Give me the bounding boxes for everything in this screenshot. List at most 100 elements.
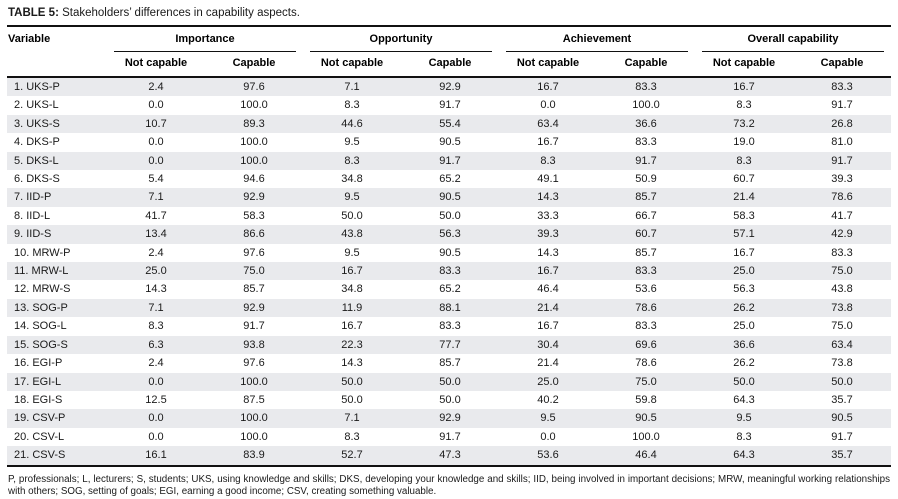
row-value: 0.0 — [148, 99, 164, 112]
row-value: 9.5 — [344, 246, 360, 259]
row-value: 0.0 — [540, 99, 556, 112]
table-row: 5. DKS-L 0.0 100.0 8.3 91.7 8.3 91.7 8.3… — [7, 151, 891, 171]
row-value: 73.2 — [733, 117, 755, 130]
row-value: 73.8 — [831, 301, 853, 314]
row-value: 63.4 — [537, 117, 559, 130]
row-value: 65.2 — [439, 173, 461, 186]
row-value: 81.0 — [831, 136, 853, 149]
column-header-variable: Variable — [7, 27, 107, 78]
group-header-importance: Importance — [107, 27, 303, 52]
table-row: 2. UKS-L 0.0 100.0 8.3 91.7 0.0 100.0 8.… — [7, 96, 891, 114]
row-value: 44.6 — [341, 117, 363, 130]
row-value: 2.4 — [148, 81, 164, 93]
table-row: 12. MRW-S 14.3 85.7 34.8 65.2 46.4 53.6 … — [7, 280, 891, 298]
row-value: 16.7 — [537, 320, 559, 333]
row-value: 52.7 — [303, 446, 401, 467]
row-value: 50.0 — [831, 375, 853, 388]
row-variable: 17. EGI-L — [14, 375, 62, 388]
row-value: 100.0 — [632, 99, 660, 112]
subheader-overall-not-capable: Not capable — [695, 52, 793, 78]
row-value: 91.7 — [831, 430, 853, 443]
row-value: 26.2 — [733, 357, 755, 370]
row-value: 47.3 — [401, 446, 499, 467]
row-value: 16.7 — [341, 265, 363, 278]
row-value: 21.4 — [733, 191, 755, 204]
row-value: 0.0 — [540, 430, 556, 443]
row-value: 92.9 — [439, 81, 461, 93]
row-value: 85.7 — [243, 283, 265, 296]
row-value: 58.3 — [243, 209, 265, 222]
row-value: 41.7 — [831, 209, 853, 222]
row-value: 90.5 — [831, 412, 853, 425]
row-value: 55.4 — [439, 117, 461, 130]
row-value: 12.5 — [145, 393, 167, 406]
row-value: 10.7 — [145, 117, 167, 130]
row-variable: 10. MRW-P — [14, 246, 71, 259]
row-value: 7.1 — [344, 412, 360, 425]
row-value: 49.1 — [537, 173, 559, 186]
row-value: 46.4 — [537, 283, 559, 296]
table-row: 1. UKS-P 2.4 97.6 7.1 92.9 16.7 83.3 16.… — [7, 77, 891, 97]
row-value: 16.7 — [537, 136, 559, 149]
row-value: 50.0 — [439, 209, 461, 222]
row-value: 41.7 — [145, 209, 167, 222]
row-variable: 4. DKS-P — [14, 136, 60, 149]
group-header-opportunity-label: Opportunity — [310, 33, 492, 52]
row-value: 16.7 — [537, 265, 559, 278]
row-value: 66.7 — [635, 209, 657, 222]
row-value: 91.7 — [831, 99, 853, 112]
row-value: 7.1 — [148, 191, 164, 204]
row-value: 30.4 — [537, 338, 559, 351]
group-header-overall-capability: Overall capability — [695, 27, 891, 52]
row-value: 8.3 — [736, 99, 752, 112]
row-value: 36.6 — [635, 117, 657, 130]
table-row: 7. IID-P 7.1 92.9 9.5 90.5 14.3 85.7 21.… — [7, 188, 891, 207]
row-value: 65.2 — [439, 283, 461, 296]
row-value: 0.0 — [148, 430, 164, 443]
row-value: 33.3 — [537, 209, 559, 222]
row-value: 53.6 — [499, 446, 597, 467]
row-value: 0.0 — [148, 136, 164, 149]
row-variable: 9. IID-S — [14, 228, 52, 241]
subheader-importance-capable: Capable — [205, 52, 303, 78]
row-value: 100.0 — [632, 430, 660, 443]
row-value: 50.0 — [439, 375, 461, 388]
row-value: 8.3 — [736, 430, 752, 443]
subheader-overall-capable: Capable — [793, 52, 891, 78]
group-header-row: Variable Importance Opportunity Achievem… — [7, 27, 891, 78]
capability-table: Variable Importance Opportunity Achievem… — [7, 27, 891, 467]
group-header-overall-capability-label: Overall capability — [702, 33, 884, 52]
row-value: 78.6 — [635, 357, 657, 370]
row-value: 94.6 — [243, 173, 265, 186]
row-value: 88.1 — [439, 301, 461, 314]
group-header-opportunity: Opportunity — [303, 27, 499, 52]
row-value: 16.7 — [537, 81, 559, 93]
sub-header-row: Not capable Capable Not capable Capable … — [7, 52, 891, 78]
row-value: 34.8 — [341, 283, 363, 296]
row-value: 35.7 — [793, 446, 891, 467]
row-value: 85.7 — [635, 191, 657, 204]
row-value: 6.3 — [148, 338, 164, 351]
table-row: 6. DKS-S 5.4 94.6 34.8 65.2 49.1 50.9 60… — [7, 170, 891, 188]
row-value: 83.3 — [635, 265, 657, 278]
row-value: 21.4 — [537, 357, 559, 370]
row-value: 93.8 — [243, 338, 265, 351]
table-row: 20. CSV-L 0.0 100.0 8.3 91.7 0.0 100.0 8… — [7, 428, 891, 446]
row-value: 86.6 — [243, 228, 265, 241]
row-value: 56.3 — [733, 283, 755, 296]
row-value: 43.8 — [831, 283, 853, 296]
row-value: 75.0 — [243, 265, 265, 278]
row-value: 97.6 — [243, 246, 265, 259]
row-value: 25.0 — [733, 320, 755, 333]
group-header-achievement-label: Achievement — [506, 33, 688, 52]
row-variable: 15. SOG-S — [14, 338, 68, 351]
row-value: 46.4 — [597, 446, 695, 467]
row-value: 9.5 — [540, 412, 556, 425]
row-value: 83.3 — [439, 320, 461, 333]
table-header: Variable Importance Opportunity Achievem… — [7, 27, 891, 78]
table-row: 18. EGI-S 12.5 87.5 50.0 50.0 40.2 59.8 … — [7, 391, 891, 409]
row-value: 87.5 — [243, 393, 265, 406]
row-value: 92.9 — [243, 191, 265, 204]
row-value: 26.8 — [831, 117, 853, 130]
